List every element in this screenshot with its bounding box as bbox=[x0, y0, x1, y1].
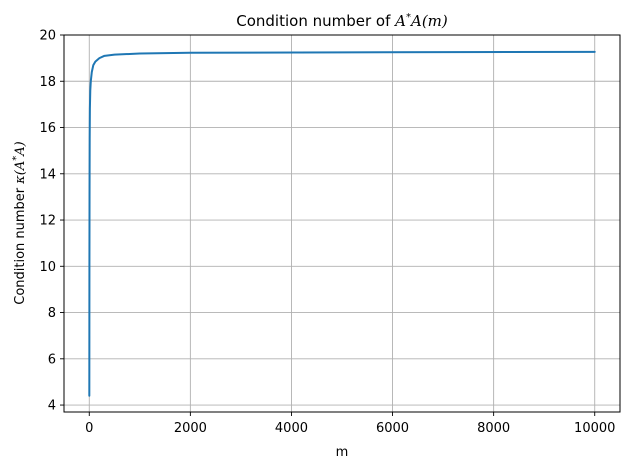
grid bbox=[64, 34, 620, 412]
x-axis-label: m bbox=[336, 445, 349, 460]
chart-title: Condition number of A*A(m) bbox=[236, 12, 448, 30]
plot-frame bbox=[63, 34, 621, 413]
series-layer bbox=[88, 50, 596, 397]
x-tick-label: 0 bbox=[85, 421, 93, 436]
y-tick-label: 18 bbox=[39, 75, 56, 90]
series-line bbox=[88, 50, 596, 397]
y-tick-label: 20 bbox=[39, 29, 56, 44]
y-tick-label: 4 bbox=[48, 399, 56, 414]
y-tick-label: 16 bbox=[39, 121, 56, 136]
y-tick-label: 10 bbox=[39, 260, 56, 275]
x-tick-label: 2000 bbox=[174, 421, 207, 436]
y-tick-label: 14 bbox=[39, 167, 56, 182]
y-axis-label: Condition number κ(A*A) bbox=[11, 141, 28, 305]
ticks: 0 2000 4000 6000 8000 10000 4 6 8 10 12 14 16 18 20 bbox=[39, 29, 615, 437]
x-tick-label: 6000 bbox=[376, 421, 409, 436]
y-tick-label: 8 bbox=[48, 306, 56, 321]
x-tick-label: 8000 bbox=[477, 421, 510, 436]
y-tick-label: 6 bbox=[48, 352, 56, 367]
y-tick-label: 12 bbox=[39, 214, 56, 229]
x-tick-label: 4000 bbox=[275, 421, 308, 436]
x-tick-label: 10000 bbox=[574, 421, 615, 436]
